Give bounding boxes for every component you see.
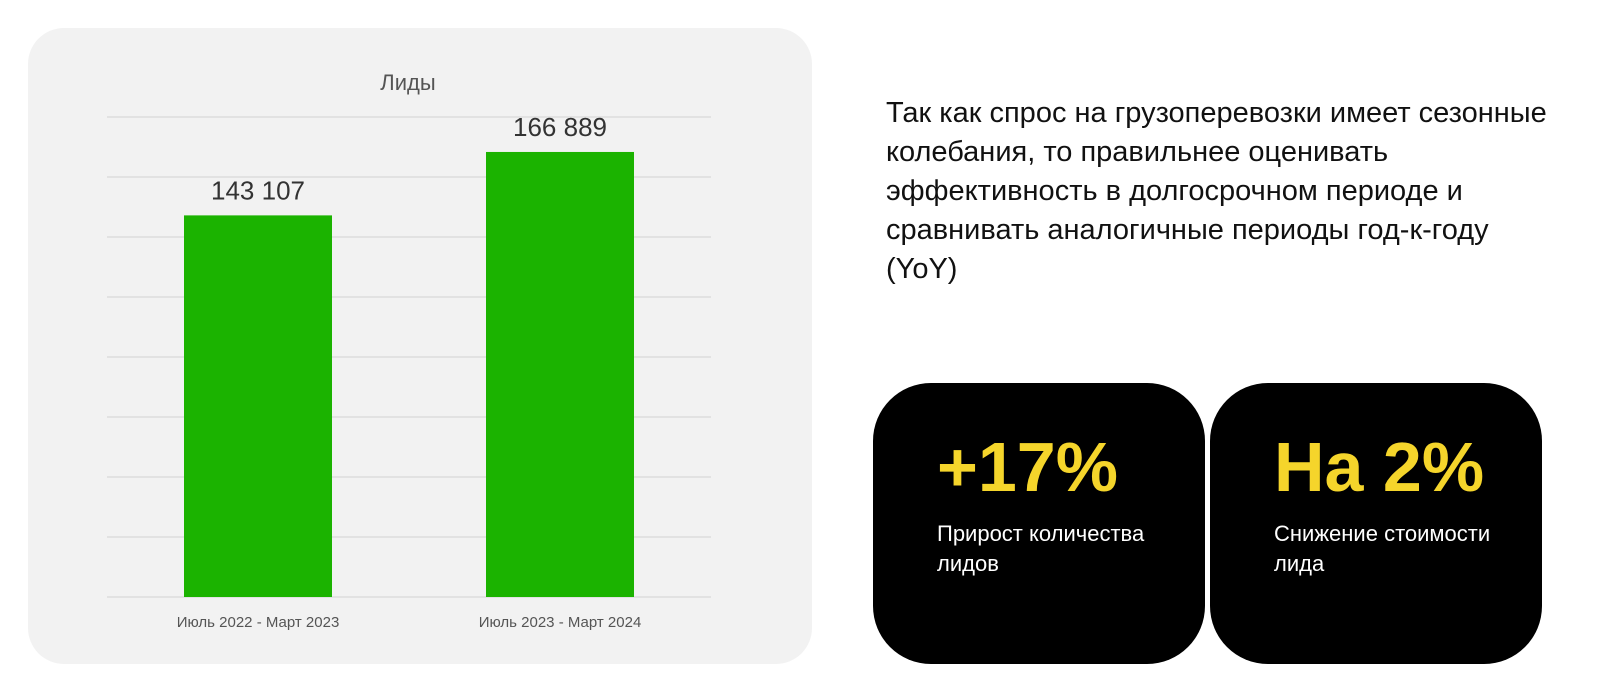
data-label: 143 107 (211, 175, 305, 205)
kpi-card-lead-cost: На 2% Снижение стоимости лида (1210, 383, 1542, 664)
bar (486, 151, 634, 597)
kpi-value: На 2% (1274, 428, 1485, 506)
category-label: Июль 2023 - Март 2024 (479, 614, 642, 631)
leads-bar-chart: Лиды 143 107 Июль 2022 - Март 2023 166 889… (107, 70, 711, 631)
kpi-caption: Прирост количества лидов (937, 521, 1145, 576)
category-label: Июль 2022 - Март 2023 (177, 614, 340, 631)
bar (184, 215, 332, 597)
chart-labels: 143 107 Июль 2022 - Март 2023 166 889 Июль … (177, 112, 642, 631)
kpi-caption: Снижение стоимости лида (1274, 521, 1491, 576)
chart-title: Лиды (380, 70, 435, 95)
kpi-value: +17% (937, 428, 1118, 506)
data-label: 166 889 (513, 112, 607, 142)
kpi-card-leads-growth: +17% Прирост количества лидов (873, 383, 1205, 664)
description-text: Так как спрос на грузоперевозки имеет се… (886, 97, 1547, 285)
leads-chart-card: Лиды 143 107 Июль 2022 - Март 2023 166 889… (28, 28, 812, 664)
chart-bars (184, 151, 634, 597)
